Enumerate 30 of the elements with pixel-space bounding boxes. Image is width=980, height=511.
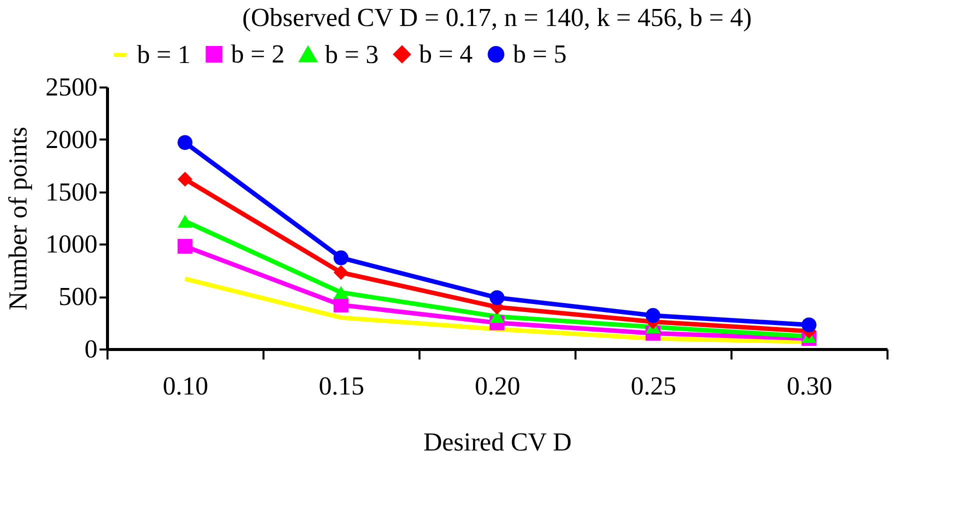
- x-tick-label: 0.30: [786, 372, 832, 400]
- x-tick-label: 0.15: [318, 372, 364, 400]
- legend-label: b = 5: [513, 39, 567, 68]
- y-tick-label: 500: [58, 282, 98, 312]
- point: [178, 238, 192, 254]
- legend-label: b = 2: [231, 39, 285, 68]
- point: [334, 265, 348, 280]
- point: [334, 250, 348, 266]
- point: [334, 286, 348, 299]
- point: [802, 317, 816, 332]
- legend-label: b = 1: [137, 40, 191, 69]
- y-tick-label: 1000: [46, 230, 98, 259]
- point: [646, 308, 660, 323]
- point: [178, 172, 192, 187]
- y-axis-title: Number of points: [4, 126, 32, 310]
- y-tick-label: 0: [84, 334, 98, 364]
- point: [178, 214, 192, 228]
- point: [490, 290, 504, 306]
- point: [178, 135, 192, 150]
- legend-label: b = 4: [419, 39, 473, 68]
- x-axis-title: Desired CV D: [423, 428, 572, 456]
- y-tick-label: 2500: [46, 72, 98, 102]
- y-tick-label: 2000: [46, 124, 98, 154]
- x-tick-label: 0.10: [162, 372, 208, 400]
- x-tick-label: 0.25: [630, 372, 676, 400]
- chart-title: (Observed CV D = 0.17, n = 140, k = 456, b = 4): [242, 3, 752, 32]
- x-tick-label: 0.20: [474, 372, 520, 400]
- point: [334, 298, 348, 312]
- y-tick-label: 1500: [46, 177, 98, 206]
- legend-label: b = 3: [325, 40, 379, 69]
